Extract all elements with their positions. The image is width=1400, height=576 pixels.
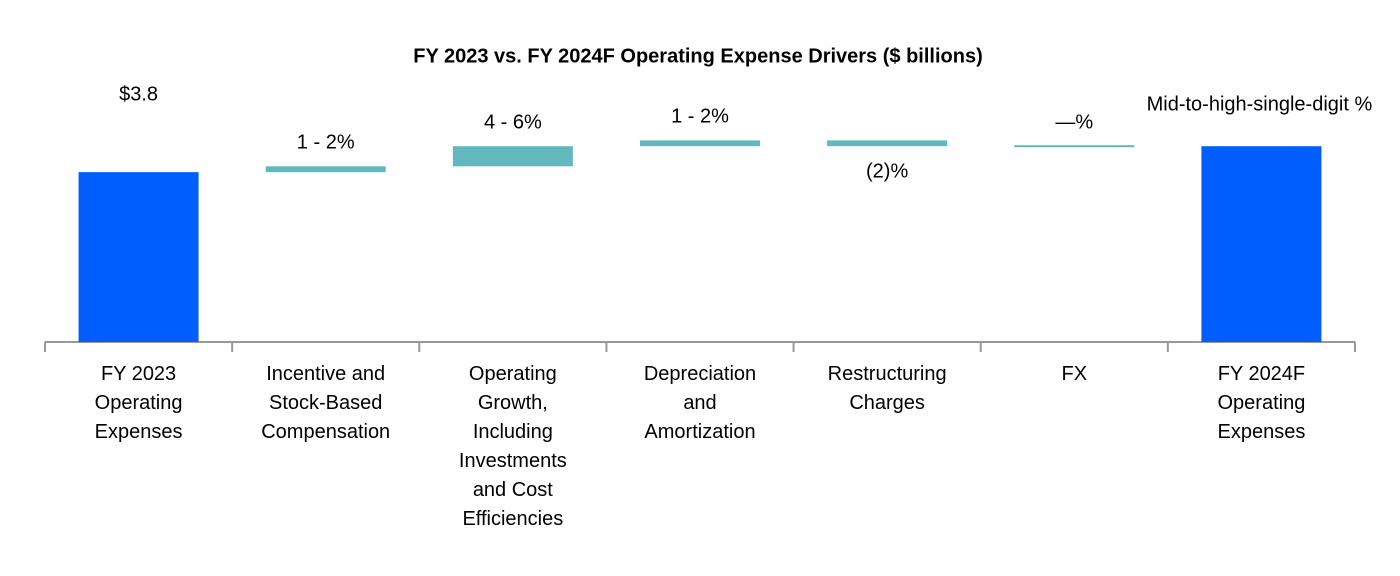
value-label: —%: [1055, 111, 1093, 133]
value-label: (2)%: [866, 160, 908, 182]
chart-title: FY 2023 vs. FY 2024F Operating Expense D…: [413, 45, 983, 67]
bar: [452, 146, 573, 167]
x-tick-label: Restructuring Charges: [827, 363, 947, 414]
x-tick-label: Operating Growth, Including Investments …: [458, 363, 567, 530]
value-label: Mid-to-high-single-digit %: [1147, 93, 1373, 115]
x-tick-label: Incentive and Stock-Based Compensation: [261, 363, 391, 443]
bar: [265, 166, 386, 173]
x-tick-label: FY 2024F Operating Expenses: [1217, 363, 1306, 443]
bar: [78, 172, 199, 342]
bar: [827, 140, 948, 147]
value-label: $3.8: [119, 83, 158, 105]
x-tick-label: FX: [1061, 363, 1088, 385]
bar: [1014, 145, 1135, 148]
value-label: 1 - 2%: [671, 106, 729, 128]
value-label: 4 - 6%: [484, 111, 542, 133]
bar: [640, 140, 760, 147]
x-tick-label: Depreciation and Amortization: [643, 363, 757, 443]
x-tick-label: FY 2023 Operating Expenses: [94, 363, 183, 443]
bar: [1201, 146, 1322, 342]
value-label: 1 - 2%: [297, 132, 355, 154]
